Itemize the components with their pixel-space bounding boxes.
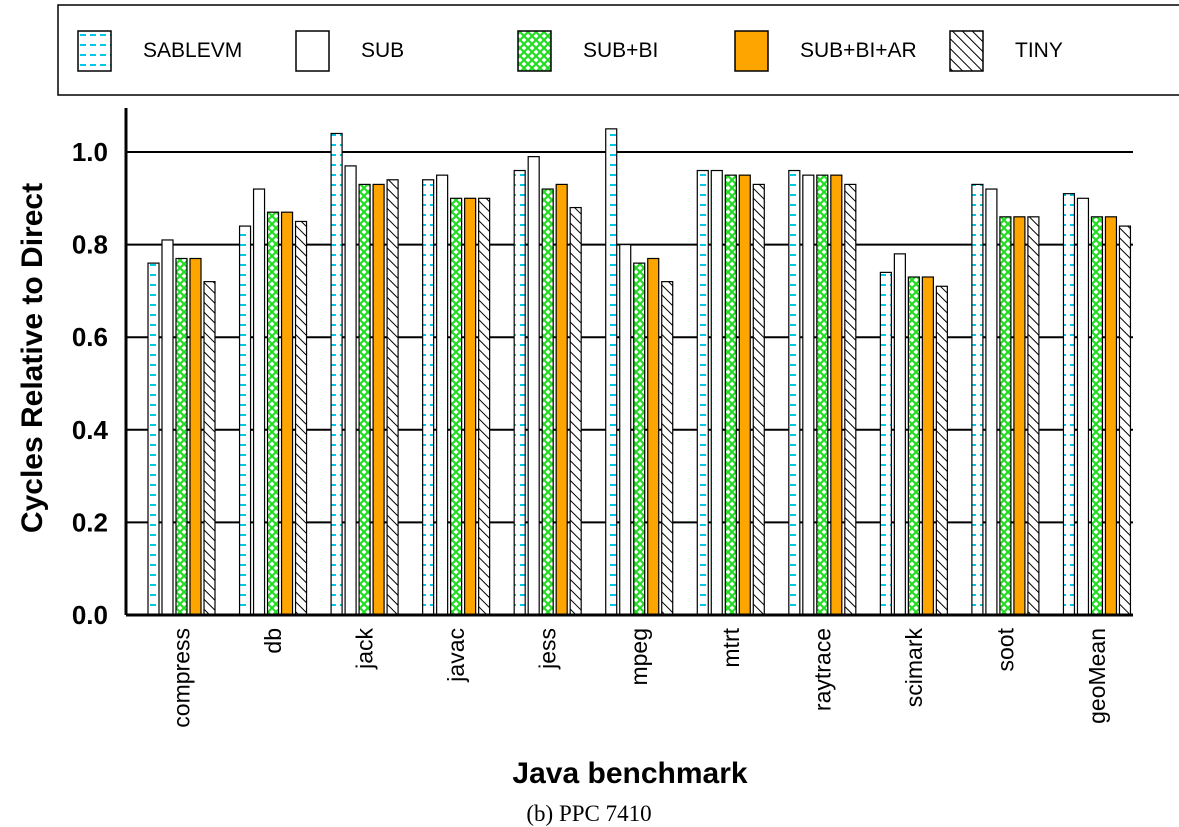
bar-soot-tiny [1027, 216, 1040, 616]
bar-mtrt-tiny [752, 183, 765, 616]
bar-javac-sub-bi [450, 197, 463, 616]
bar-javac-sub-bi-ar [464, 197, 477, 616]
bar-geomean-sub [1076, 197, 1090, 616]
legend-label-sub-bi: SUB+BI [583, 39, 658, 62]
category-label-mtrt: mtrt [718, 627, 744, 667]
figure-caption: (b) PPC 7410 [526, 801, 651, 826]
bar-jess-sablevm [513, 169, 526, 616]
axes [124, 108, 1133, 617]
bar-mtrt-sub [710, 169, 723, 616]
x-axis-label: Java benchmark [512, 757, 747, 790]
category-label-compress: compress [169, 628, 195, 728]
bar-compress-sub [161, 239, 174, 616]
bar-raytrace-sub-bi-ar [830, 174, 843, 616]
bar-db-sablevm [238, 225, 252, 616]
bar-soot-sub [985, 188, 998, 616]
legend-swatch-sub-bi [517, 30, 552, 72]
bar-javac-sablevm [422, 179, 435, 616]
legend-swatch-tiny [949, 30, 984, 72]
bar-soot-sablevm [971, 183, 984, 616]
bar-db-sub-bi-ar [280, 211, 294, 616]
bar-scimark-sub [893, 253, 906, 616]
bar-raytrace-sablevm [788, 169, 801, 616]
bar-raytrace-tiny [844, 183, 857, 616]
bar-db-sub [252, 188, 266, 616]
category-label-jess: jess [535, 628, 561, 670]
bar-jack-sablevm [330, 132, 343, 616]
legend-label-tiny: TINY [1015, 39, 1063, 62]
bar-jess-tiny [569, 206, 582, 616]
bar-compress-sub-bi [175, 257, 188, 616]
category-label-soot: soot [992, 627, 1018, 671]
y-tick-labels: 0.0 0.2 0.4 0.6 0.8 1.0 [72, 137, 109, 630]
bar-compress-sablevm [147, 262, 160, 616]
category-label-mpeg: mpeg [626, 628, 652, 686]
y-tick-label: 0.0 [72, 600, 108, 630]
bar-jess-sub-bi [541, 188, 554, 616]
bar-scimark-tiny [935, 285, 948, 616]
y-tick-label: 0.2 [72, 507, 108, 537]
y-tick-label: 0.6 [72, 322, 108, 352]
bar-javac-tiny [478, 197, 491, 616]
bar-geomean-sablevm [1062, 193, 1076, 616]
bar-mpeg-tiny [661, 281, 674, 616]
bar-mpeg-sub-bi [633, 262, 646, 616]
legend-swatch-sub-bi-ar [734, 30, 769, 72]
category-label-geomean: geoMean [1084, 628, 1110, 724]
bar-jack-sub [344, 165, 357, 616]
bar-compress-tiny [203, 281, 216, 616]
bar-db-tiny [294, 220, 308, 616]
y-tick-label: 0.4 [72, 415, 109, 445]
bar-raytrace-sub [802, 174, 815, 616]
bar-mtrt-sub-bi-ar [738, 174, 751, 616]
bar-scimark-sub-bi-ar [921, 276, 934, 616]
bar-soot-sub-bi-ar [1013, 216, 1026, 616]
legend-label-sub: SUB [361, 39, 404, 62]
bar-jess-sub-bi-ar [555, 183, 568, 616]
bar-mpeg-sub [619, 244, 632, 616]
legend-swatch-sablevm [77, 30, 112, 72]
bar-geomean-sub-bi-ar [1104, 216, 1118, 616]
bar-geomean-sub-bi [1090, 216, 1104, 616]
y-tick-label: 0.8 [72, 230, 108, 260]
legend: SABLEVM SUB SUB+BI SUB+BI+AR TINY [57, 4, 1179, 96]
bar-javac-sub [436, 174, 449, 616]
category-label-scimark: scimark [901, 628, 927, 708]
bar-mpeg-sub-bi-ar [647, 257, 660, 616]
legend-label-sub-bi-ar: SUB+BI+AR [800, 39, 917, 62]
legend-label-sablevm: SABLEVM [143, 39, 242, 62]
bar-soot-sub-bi [999, 216, 1012, 616]
bars [147, 128, 1132, 616]
category-label-javac: javac [443, 628, 469, 683]
bar-raytrace-sub-bi [816, 174, 829, 616]
category-labels: compress db jack javac jess mpeg mtrt raytrace s… [169, 627, 1110, 727]
bar-compress-sub-bi-ar [189, 257, 202, 616]
legend-frame [57, 4, 1179, 96]
bar-jack-sub-bi [358, 183, 371, 616]
bar-mpeg-sablevm [605, 128, 618, 616]
y-tick-label: 1.0 [72, 137, 108, 167]
bar-scimark-sablevm [879, 271, 892, 616]
bar-mtrt-sablevm [696, 169, 709, 616]
category-label-jack: jack [352, 628, 378, 670]
bar-mtrt-sub-bi [724, 174, 737, 616]
category-label-raytrace: raytrace [809, 628, 835, 711]
category-label-db: db [260, 628, 286, 654]
bar-jack-sub-bi-ar [372, 183, 385, 616]
bar-jack-tiny [386, 179, 399, 616]
y-axis-label: Cycles Relative to Direct [16, 183, 49, 533]
bar-db-sub-bi [266, 211, 280, 616]
bar-scimark-sub-bi [907, 276, 920, 616]
legend-swatch-sub [295, 30, 330, 72]
bar-geomean-tiny [1118, 225, 1132, 616]
bar-jess-sub [527, 156, 540, 616]
